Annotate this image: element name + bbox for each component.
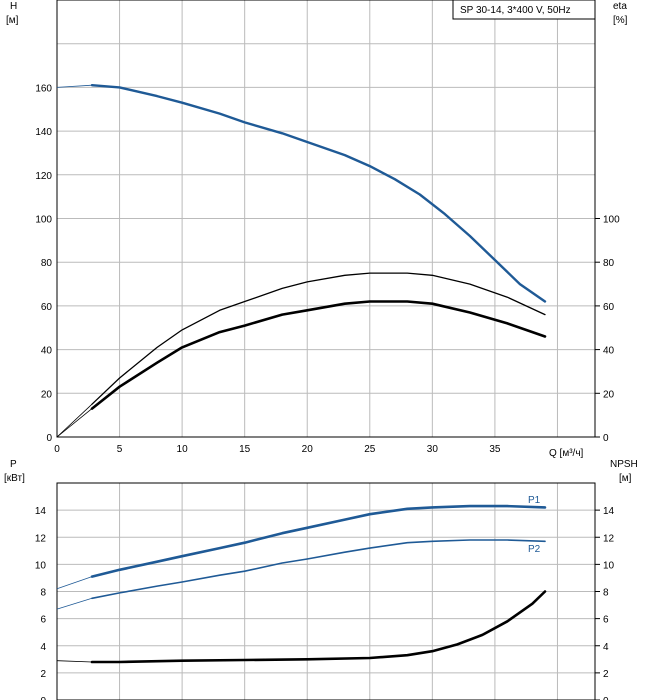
- npsh-tick-label: 12: [603, 533, 615, 544]
- power-tick-label: 10: [35, 560, 47, 571]
- efficiency-tick-label: 40: [603, 346, 615, 357]
- efficiency-tick-label: 0: [603, 433, 609, 444]
- head-tick-label: 0: [46, 433, 52, 444]
- flow-tick-label: 0: [54, 444, 60, 455]
- series-line-eta-thin: [91, 272, 546, 405]
- head-tick-label: 120: [35, 171, 52, 182]
- efficiency-tick-label: 60: [603, 302, 615, 313]
- npsh-axis-label-line1: NPSH: [610, 459, 638, 470]
- head-tick-label: 40: [41, 346, 53, 357]
- series-label-p2: P2: [528, 544, 541, 555]
- series-line-eta-thick-extrapolated: [56, 408, 93, 438]
- npsh-tick-label: 8: [603, 588, 609, 599]
- flow-tick-label: 30: [427, 444, 439, 455]
- head-tick-label: 20: [41, 389, 53, 400]
- efficiency-axis-label-line1: eta: [613, 1, 627, 12]
- power-tick-label: 4: [40, 642, 46, 653]
- npsh-tick-label: 0: [603, 696, 609, 700]
- head-axis-label-line1: H: [10, 1, 17, 12]
- head-efficiency-panel: 0 20 40 60 80 100 120 140 160 0 20 40 60 80 100 0 5 10 1…: [6, 0, 628, 459]
- series-line-npsh: [90, 590, 547, 664]
- power-tick-label: 12: [35, 533, 47, 544]
- series-line-head-extrapolated: [56, 84, 93, 88]
- series-line-P2: [91, 539, 546, 600]
- series-line-head: [90, 84, 547, 303]
- series-label-p1: P1: [528, 495, 541, 506]
- power-tick-label: 2: [40, 669, 46, 680]
- npsh-tick-label: 14: [603, 506, 615, 517]
- power-tick-label: 6: [40, 615, 46, 626]
- power-tick-label: 8: [40, 588, 46, 599]
- flow-tick-label: 35: [489, 444, 501, 455]
- power-axis-label-line2: [кВт]: [4, 473, 25, 484]
- pump-title: SP 30-14, 3*400 V, 50Hz: [460, 5, 571, 16]
- npsh-axis-ticks: 0 2 4 6 8 10 12 14: [595, 506, 615, 700]
- power-npsh-grid: [56, 483, 595, 700]
- series-line-npsh-extrapolated: [56, 660, 93, 663]
- series-line-P1: [90, 504, 547, 578]
- head-tick-label: 60: [41, 302, 53, 313]
- flow-axis-ticks: 0 5 10 15 20 25 30 35: [54, 444, 501, 455]
- power-tick-label: 0: [40, 696, 46, 700]
- flow-tick-label: 15: [239, 444, 251, 455]
- head-tick-label: 140: [35, 127, 52, 138]
- head-tick-label: 160: [35, 83, 52, 94]
- head-tick-label: 80: [41, 258, 53, 269]
- flow-tick-label: 25: [364, 444, 376, 455]
- flow-tick-label: 20: [302, 444, 314, 455]
- series-line-P1-extrapolated: [56, 576, 93, 590]
- flow-axis-label: Q [м³/ч]: [549, 448, 584, 459]
- power-axis-label-line1: P: [10, 459, 17, 470]
- power-axis-ticks: 0 2 4 6 8 10 12 14: [35, 506, 47, 700]
- head-efficiency-series: [56, 84, 547, 438]
- series-line-eta-thick: [90, 300, 547, 410]
- power-tick-label: 14: [35, 506, 47, 517]
- flow-tick-label: 10: [177, 444, 189, 455]
- head-efficiency-grid: [56, 0, 595, 438]
- npsh-tick-label: 6: [603, 615, 609, 626]
- series-line-P2-extrapolated: [56, 597, 93, 610]
- efficiency-tick-label: 100: [603, 215, 620, 226]
- npsh-tick-label: 4: [603, 642, 609, 653]
- npsh-tick-label: 2: [603, 669, 609, 680]
- efficiency-tick-label: 20: [603, 389, 615, 400]
- efficiency-tick-label: 80: [603, 258, 615, 269]
- flow-tick-label: 5: [117, 444, 123, 455]
- pump-title-box: [452, 0, 596, 20]
- head-axis-ticks: 0 20 40 60 80 100 120 140 160: [35, 83, 52, 444]
- head-tick-label: 100: [35, 215, 52, 226]
- efficiency-axis-label-line2: [%]: [613, 15, 628, 26]
- efficiency-axis-ticks: 0 20 40 60 80 100: [595, 215, 620, 444]
- power-npsh-panel: 0 2 4 6 8 10 12 14 0 2 4 6 8 10 12 14 P [кВт] NPSH [м]…: [4, 459, 638, 700]
- npsh-tick-label: 10: [603, 560, 615, 571]
- series-line-eta-thin-extrapolated: [56, 403, 93, 438]
- npsh-axis-label-line2: [м]: [619, 473, 632, 484]
- power-npsh-series: [56, 504, 547, 664]
- head-axis-label-line2: [м]: [6, 15, 19, 26]
